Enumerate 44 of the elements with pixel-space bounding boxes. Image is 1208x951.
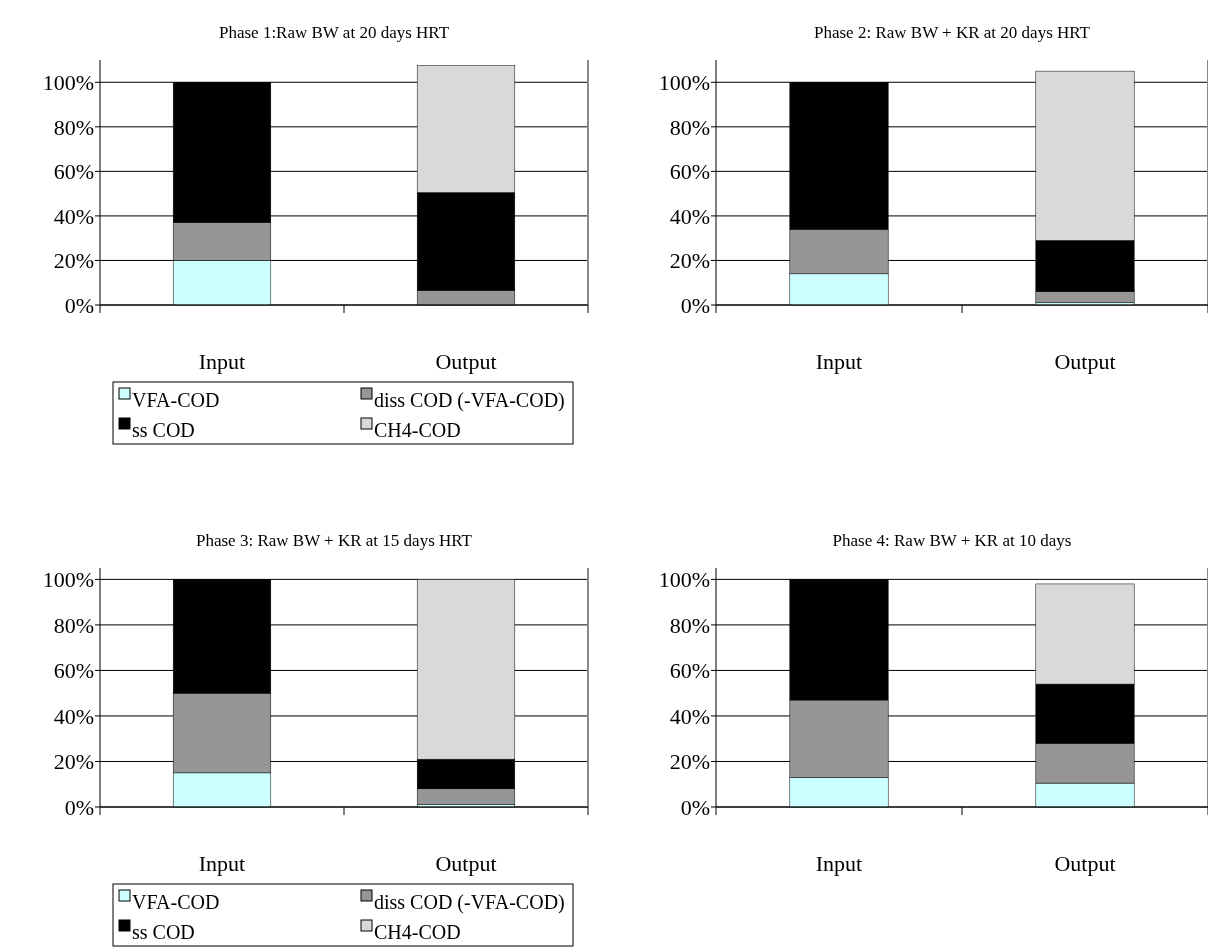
y-tick-label: 80% <box>53 612 94 638</box>
legend-label: diss COD (-VFA-COD) <box>374 891 565 914</box>
chart-title: Phase 2: Raw BW + KR at 20 days HRT <box>814 23 1091 42</box>
y-tick-label: 100% <box>42 567 94 593</box>
y-tick-label: 0% <box>680 794 710 820</box>
y-tick-label: 60% <box>669 658 710 684</box>
legend-label: diss COD (-VFA-COD) <box>374 389 565 412</box>
y-tick-label: 40% <box>53 703 94 729</box>
y-tick-label: 20% <box>53 248 94 274</box>
x-tick-label: Output <box>435 349 497 374</box>
y-tick-label: 40% <box>669 203 710 229</box>
y-tick-label: 40% <box>53 203 94 229</box>
legend-label: ss COD <box>132 419 195 441</box>
x-tick-label: Input <box>815 349 863 374</box>
y-tick-label: 60% <box>53 658 94 684</box>
chart-title: Phase 3: Raw BW + KR at 15 days HRT <box>196 531 473 550</box>
y-tick-label: 40% <box>669 703 710 729</box>
chart-title: Phase 1:Raw BW at 20 days HRT <box>218 23 450 42</box>
y-tick-label: 0% <box>64 292 94 318</box>
legend-label: CH4-COD <box>374 419 461 441</box>
chart-title: Phase 4: Raw BW + KR at 10 days <box>832 531 1072 550</box>
y-tick-label: 100% <box>658 69 710 95</box>
y-tick-label: 0% <box>680 292 710 318</box>
x-tick-label: Output <box>1054 851 1116 876</box>
legend-label: ss COD <box>132 921 195 943</box>
legend-label: VFA-COD <box>132 891 220 913</box>
legend-label: CH4-COD <box>374 921 461 943</box>
x-tick-label: Output <box>435 851 497 876</box>
y-tick-label: 20% <box>669 749 710 775</box>
x-tick-label: Input <box>198 851 246 876</box>
y-tick-label: 80% <box>53 114 94 140</box>
y-tick-label: 60% <box>53 159 94 185</box>
legend-label: VFA-COD <box>132 389 220 411</box>
y-tick-label: 20% <box>53 749 94 775</box>
y-tick-label: 20% <box>669 248 710 274</box>
x-tick-label: Input <box>198 349 246 374</box>
x-tick-label: Output <box>1054 349 1116 374</box>
y-tick-label: 100% <box>658 567 710 593</box>
y-tick-label: 60% <box>669 159 710 185</box>
y-tick-label: 80% <box>669 114 710 140</box>
y-tick-label: 100% <box>42 69 94 95</box>
x-tick-label: Input <box>815 851 863 876</box>
y-tick-label: 0% <box>64 794 94 820</box>
y-tick-label: 80% <box>669 612 710 638</box>
